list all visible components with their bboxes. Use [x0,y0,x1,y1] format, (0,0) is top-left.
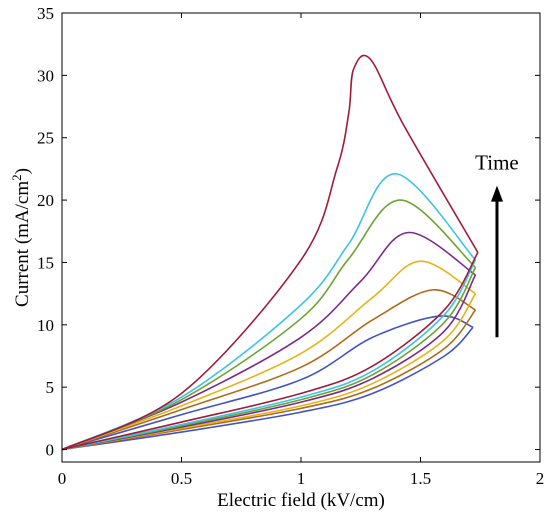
y-tick-labels: 0 5 10 15 20 25 30 35 [37,4,54,460]
time-annotation-label: Time [475,151,519,175]
y-tick-label: 15 [37,253,54,272]
y-tick-label: 20 [37,191,54,210]
y-tick-label: 10 [37,316,54,335]
series-6-upper-branch [61,173,477,451]
series-6-lower-branch [61,259,477,451]
x-tick-label: 2 [536,469,545,488]
series-7-upper-branch [61,54,479,451]
x-axis-label: Electric field (kV/cm) [217,490,385,511]
y-axis-label: Current (mA/cm2) [9,168,34,307]
ticks-layer [61,12,541,462]
series-4-upper-branch [61,231,476,451]
series-2-lower-branch [61,309,477,451]
series-7-lower-branch [61,252,479,451]
series-5-upper-branch [61,199,477,451]
y-tick-label: 5 [46,378,55,397]
series-3-lower-branch [61,293,477,451]
x-tick-label: 0.5 [171,469,192,488]
series-4-lower-branch [61,274,477,451]
y-tick-label: 30 [37,66,54,85]
x-tick-label: 0 [58,469,67,488]
y-tick-label: 35 [37,4,54,23]
time-arrow-head [490,185,503,202]
x-tick-label: 1 [297,469,306,488]
y-tick-label: 25 [37,129,54,148]
series-layer [61,54,479,451]
series-5-lower-branch [61,267,477,451]
x-tick-label: 1.5 [410,469,431,488]
y-tick-label: 0 [46,441,55,460]
series-1-upper-branch [61,315,474,451]
series-3-upper-branch [61,260,476,451]
series-1-lower-branch [61,326,474,451]
x-tick-labels: 0 0.5 1 1.5 2 [58,469,545,488]
series-2-upper-branch [61,289,476,451]
time-arrow [490,185,503,338]
